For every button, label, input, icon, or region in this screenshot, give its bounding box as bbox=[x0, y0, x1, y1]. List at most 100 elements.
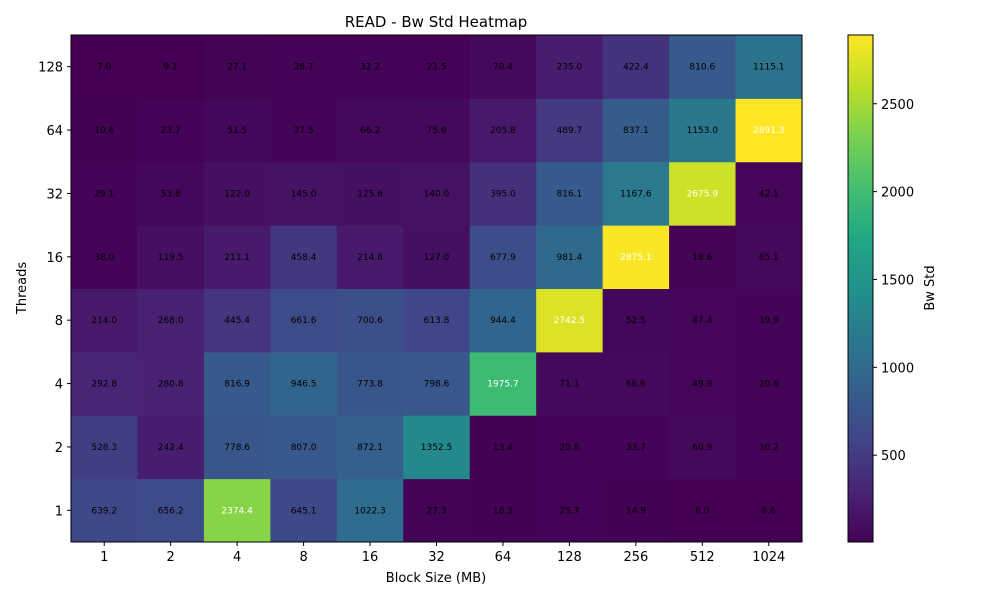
cell-value-label: 27.1 bbox=[227, 63, 247, 73]
cell-value-label: 75.6 bbox=[426, 126, 446, 136]
cell-value-label: 1115.1 bbox=[753, 63, 785, 73]
cell-value-label: 27.3 bbox=[426, 506, 446, 516]
cell-value-label: 656.2 bbox=[158, 506, 184, 516]
x-tick-label: 1024 bbox=[752, 550, 785, 565]
cell-value-label: 214.0 bbox=[91, 316, 117, 326]
cell-value-label: 60.9 bbox=[692, 443, 712, 453]
heatmap-cell bbox=[536, 35, 604, 99]
cell-value-label: 51.5 bbox=[227, 126, 247, 136]
heatmap-cell bbox=[403, 415, 471, 480]
colorbar-tick-label: 1000 bbox=[881, 361, 914, 376]
heatmap-cell bbox=[336, 351, 404, 416]
heatmap-cell bbox=[137, 415, 205, 480]
x-axis-ticks: 1 2 4 8 16 32 64 128 256 512 1024 bbox=[100, 542, 785, 565]
cell-value-label: 807.0 bbox=[291, 443, 317, 453]
y-tick-label: 32 bbox=[46, 187, 63, 202]
heatmap-cell bbox=[71, 478, 138, 543]
cell-value-label: 140.0 bbox=[424, 189, 450, 199]
heatmap-cell bbox=[336, 225, 404, 289]
cell-value-label: 268.0 bbox=[158, 316, 184, 326]
heatmap-cell bbox=[669, 225, 737, 289]
cell-value-label: 10.6 bbox=[94, 126, 114, 136]
heatmap-cell bbox=[270, 288, 338, 353]
cell-value-label: 37.5 bbox=[294, 126, 314, 136]
cell-value-label: 205.8 bbox=[490, 126, 516, 136]
heatmap-cell bbox=[137, 98, 205, 163]
cell-value-label: 2675.9 bbox=[687, 189, 719, 199]
heatmap-cell bbox=[669, 288, 737, 353]
heatmap-cell bbox=[669, 478, 737, 543]
cell-value-label: 33.7 bbox=[626, 443, 646, 453]
heatmap-cell bbox=[336, 288, 404, 353]
heatmap-cell bbox=[536, 98, 604, 163]
heatmap-cell bbox=[403, 225, 471, 289]
y-axis-ticks: 1 2 4 8 16 32 64 128 bbox=[38, 61, 71, 519]
colorbar-tick-label: 1500 bbox=[881, 273, 914, 288]
heatmap-cell bbox=[71, 225, 138, 289]
heatmap-cell bbox=[735, 478, 803, 543]
heatmap-cell bbox=[203, 288, 271, 353]
heatmap-cell bbox=[137, 351, 205, 416]
heatmap-cell bbox=[735, 351, 803, 416]
cell-value-label: 944.4 bbox=[490, 316, 516, 326]
cell-value-label: 66.6 bbox=[626, 380, 646, 390]
cell-value-label: 700.6 bbox=[357, 316, 383, 326]
cell-value-label: 1352.5 bbox=[421, 443, 453, 453]
heatmap-cell bbox=[536, 225, 604, 289]
x-tick-label: 1 bbox=[100, 550, 108, 565]
heatmap-cell bbox=[536, 161, 604, 226]
heatmap-cell bbox=[469, 288, 537, 353]
cell-value-label: 38.0 bbox=[94, 253, 114, 263]
colorbar: 500 1000 1500 2000 2500 bbox=[847, 34, 914, 543]
cell-value-label: 9.1 bbox=[164, 63, 178, 73]
cell-value-label: 28.7 bbox=[294, 63, 314, 73]
cell-value-label: 639.2 bbox=[91, 506, 117, 516]
heatmap-cell bbox=[669, 161, 737, 226]
heatmap-cell bbox=[336, 478, 404, 543]
heatmap-cell bbox=[270, 225, 338, 289]
cell-value-label: 816.1 bbox=[557, 189, 583, 199]
heatmap-cell bbox=[602, 288, 670, 353]
heatmap-cell bbox=[270, 161, 338, 226]
heatmap-cell bbox=[602, 35, 670, 99]
cell-value-label: 125.6 bbox=[357, 189, 383, 199]
cell-value-label: 798.6 bbox=[424, 380, 450, 390]
heatmap-cell bbox=[71, 415, 138, 480]
cell-value-label: 122.0 bbox=[224, 189, 250, 199]
cell-value-label: 32.2 bbox=[360, 63, 380, 73]
cell-value-label: 528.3 bbox=[91, 443, 117, 453]
heatmap-cell bbox=[336, 98, 404, 163]
cell-value-label: 458.4 bbox=[291, 253, 317, 263]
cell-value-label: 119.5 bbox=[158, 253, 184, 263]
heatmap-cell bbox=[469, 161, 537, 226]
cell-value-label: 13.4 bbox=[493, 443, 513, 453]
heatmap-cell bbox=[71, 161, 138, 226]
heatmap-cell bbox=[270, 415, 338, 480]
cell-value-label: 2742.5 bbox=[554, 316, 586, 326]
heatmap-cell bbox=[203, 161, 271, 226]
cell-value-label: 20.6 bbox=[759, 380, 779, 390]
cell-value-label: 71.1 bbox=[559, 380, 579, 390]
heatmap-cell bbox=[669, 35, 737, 99]
cell-value-label: 25.7 bbox=[559, 506, 579, 516]
heatmap-cell bbox=[469, 35, 537, 99]
heatmap-cell bbox=[403, 288, 471, 353]
cell-value-label: 20.8 bbox=[559, 443, 579, 453]
heatmap-cell bbox=[336, 415, 404, 480]
cell-value-label: 6.6 bbox=[762, 506, 777, 516]
cell-value-label: 53.8 bbox=[161, 189, 181, 199]
heatmap-cell bbox=[602, 225, 670, 289]
cell-value-label: 946.5 bbox=[291, 380, 317, 390]
heatmap-cell bbox=[203, 351, 271, 416]
cell-value-label: 280.8 bbox=[158, 380, 184, 390]
heatmap-cell bbox=[71, 35, 138, 99]
heatmap-cell bbox=[203, 478, 271, 543]
x-tick-label: 512 bbox=[690, 550, 715, 565]
heatmap-cell bbox=[71, 288, 138, 353]
heatmap-cell bbox=[735, 288, 803, 353]
heatmap-cell bbox=[602, 478, 670, 543]
cell-value-label: 18.6 bbox=[692, 253, 712, 263]
x-tick-label: 32 bbox=[428, 550, 445, 565]
heatmap-cell bbox=[71, 98, 138, 163]
cell-value-label: 645.1 bbox=[291, 506, 317, 516]
